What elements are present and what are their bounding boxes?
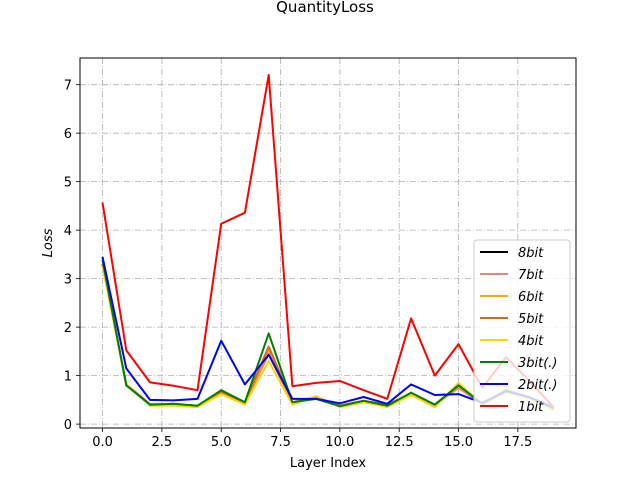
legend-label: 2bit(.): [518, 378, 558, 393]
y-tick-label: 3: [64, 273, 72, 288]
x-axis-label: Layer Index: [290, 456, 366, 471]
legend-box: [473, 239, 571, 423]
x-tick-label: 2.5: [152, 435, 173, 450]
legend-label: 1bit: [518, 400, 544, 415]
legend: 8bit 7bit 6bit 5bit 4bit 3bit(.) 2bit(.) 1bit: [473, 239, 571, 423]
legend-label: 7bit: [518, 268, 544, 283]
legend-label: 3bit(.): [518, 356, 558, 371]
y-tick-label: 2: [64, 321, 72, 336]
y-tick-label: 4: [64, 224, 72, 239]
x-axis: 0.0 2.5 5.0 7.5 10.0 12.5 15.0 17.5: [92, 428, 532, 450]
x-tick-label: 15.0: [444, 435, 473, 450]
x-tick-label: 12.5: [385, 435, 414, 450]
y-tick-label: 1: [64, 370, 72, 385]
legend-label: 4bit: [518, 334, 544, 349]
y-tick-label: 6: [64, 127, 72, 142]
y-tick-label: 7: [64, 79, 72, 94]
y-axis-label: Loss: [41, 228, 56, 257]
plot-frame: [79, 57, 577, 429]
legend-label: 6bit: [518, 290, 544, 305]
y-tick-label: 5: [64, 176, 72, 191]
y-axis: 0 1 2 3 4 5 6 7: [64, 79, 80, 433]
chart-title: QuantityLoss: [276, 0, 374, 16]
x-tick-label: 17.5: [503, 435, 532, 450]
x-tick-label: 0.0: [92, 435, 113, 450]
legend-label: 8bit: [518, 246, 544, 261]
x-tick-label: 5.0: [211, 435, 232, 450]
x-tick-label: 7.5: [270, 435, 291, 450]
legend-label: 5bit: [518, 312, 544, 327]
x-tick-label: 10.0: [325, 435, 354, 450]
y-tick-label: 0: [64, 418, 72, 433]
